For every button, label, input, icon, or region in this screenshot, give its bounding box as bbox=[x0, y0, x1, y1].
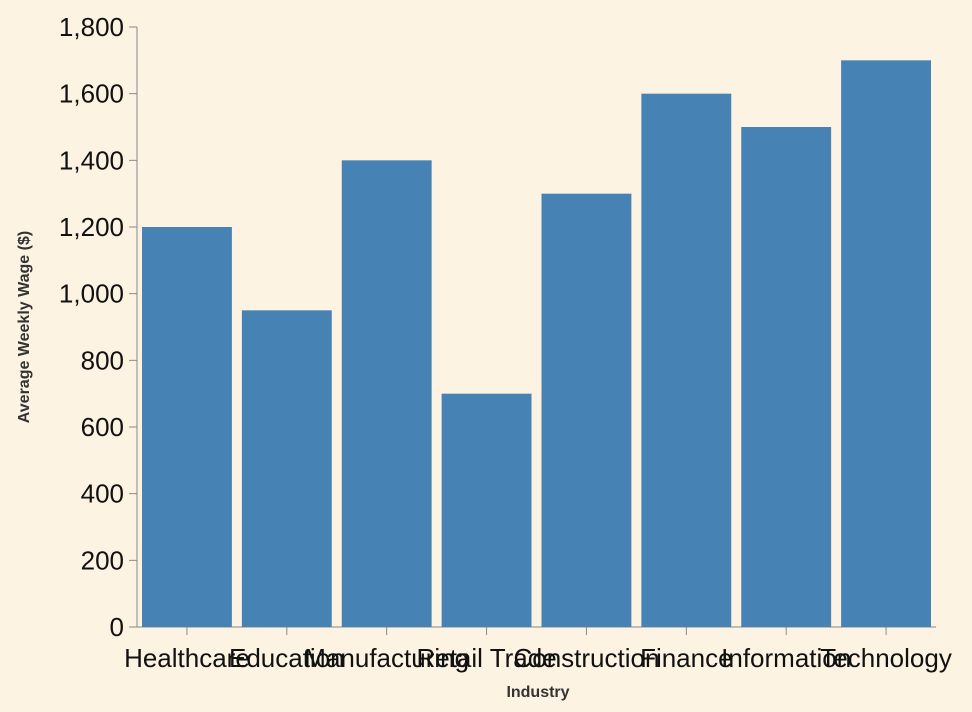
y-axis: 0 200 400 600 800 1,000 1,200 1,400 1,600 1,800 bbox=[59, 12, 138, 642]
x-tick-label: Finance bbox=[640, 643, 733, 673]
bar[interactable] bbox=[741, 127, 832, 627]
bars bbox=[141, 60, 932, 628]
y-axis-title: Average Weekly Wage ($) bbox=[16, 231, 33, 423]
bar[interactable] bbox=[241, 310, 332, 627]
y-tick-label: 600 bbox=[81, 412, 124, 442]
y-tick-label: 200 bbox=[81, 545, 124, 575]
x-tick-label: Education bbox=[229, 643, 345, 673]
x-tick-label: Healthcare bbox=[124, 643, 250, 673]
bar[interactable] bbox=[441, 393, 532, 627]
bar[interactable] bbox=[141, 227, 232, 627]
y-tick-label: 800 bbox=[81, 345, 124, 375]
bar[interactable] bbox=[841, 60, 932, 628]
y-tick-label: 1,000 bbox=[59, 279, 124, 309]
x-axis-title: Industry bbox=[506, 684, 569, 701]
bar[interactable] bbox=[541, 193, 632, 627]
y-tick-label: 400 bbox=[81, 479, 124, 509]
y-tick-label: 1,200 bbox=[59, 212, 124, 242]
y-tick-label: 0 bbox=[110, 612, 124, 642]
y-tick-label: 1,600 bbox=[59, 79, 124, 109]
bar[interactable] bbox=[341, 160, 432, 628]
x-tick-label: Construction bbox=[513, 643, 659, 673]
x-tick-label: Technology bbox=[820, 643, 952, 673]
y-tick-label: 1,400 bbox=[59, 145, 124, 175]
y-tick-label: 1,800 bbox=[59, 12, 124, 42]
bar[interactable] bbox=[641, 93, 732, 627]
x-tick-label: Manufacturing bbox=[304, 643, 469, 673]
x-tick-label: Information bbox=[721, 643, 851, 673]
x-tick-label: Retail Trade bbox=[416, 643, 556, 673]
